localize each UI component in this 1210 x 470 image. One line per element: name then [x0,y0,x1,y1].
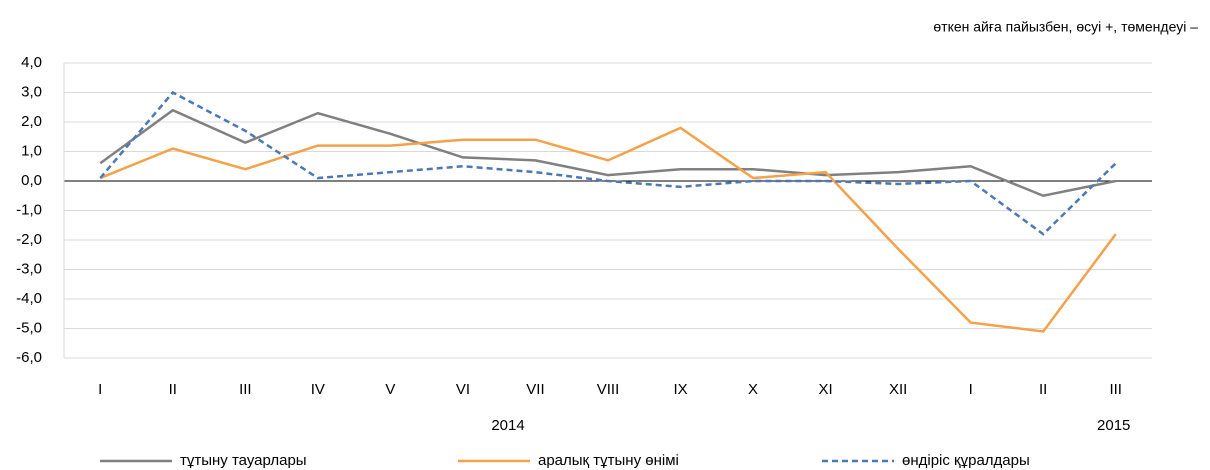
series-line [99,126,1117,333]
x-tick-label: XI [819,381,833,398]
legend-label: тұтыну тауарлары [180,452,307,469]
x-tick-label: VI [456,381,470,398]
chart-note: өткен айға пайызбен, өсуі +, төмендеуі – [933,19,1198,35]
x-tick-label: I [98,381,102,398]
y-tick-label: -6,0 [16,349,42,366]
series-line [99,90,1117,236]
y-tick-label: 2,0 [21,113,42,130]
y-tick-label: 4,0 [21,54,42,71]
legend-label: аралық тұтыну өнімі [538,452,679,469]
series-line [99,108,1116,198]
y-tick-label: -2,0 [16,231,42,248]
x-tick-label: IV [311,381,325,398]
x-tick-label: X [748,381,758,398]
x-tick-label: XII [889,381,907,398]
x-tick-label: IX [673,381,687,398]
y-tick-label: -1,0 [16,201,42,218]
x-group-label: 2015 [1097,417,1130,434]
x-tick-label: VII [526,381,544,398]
x-group-label: 2014 [491,417,524,434]
y-tick-label: -5,0 [16,319,42,336]
y-tick-label: 3,0 [21,83,42,100]
y-tick-label: 0,0 [21,172,42,189]
x-tick-label: II [169,381,177,398]
y-tick-label: 1,0 [21,142,42,159]
x-tick-label: II [1039,381,1047,398]
x-tick-label: III [1109,381,1122,398]
y-tick-label: -3,0 [16,260,42,277]
x-tick-label: I [969,381,973,398]
legend-label: өндіріс құралдары [902,452,1030,469]
x-tick-label: VIII [597,381,620,398]
x-tick-label: III [239,381,252,398]
x-tick-label: V [385,381,395,398]
y-tick-label: -4,0 [16,290,42,307]
